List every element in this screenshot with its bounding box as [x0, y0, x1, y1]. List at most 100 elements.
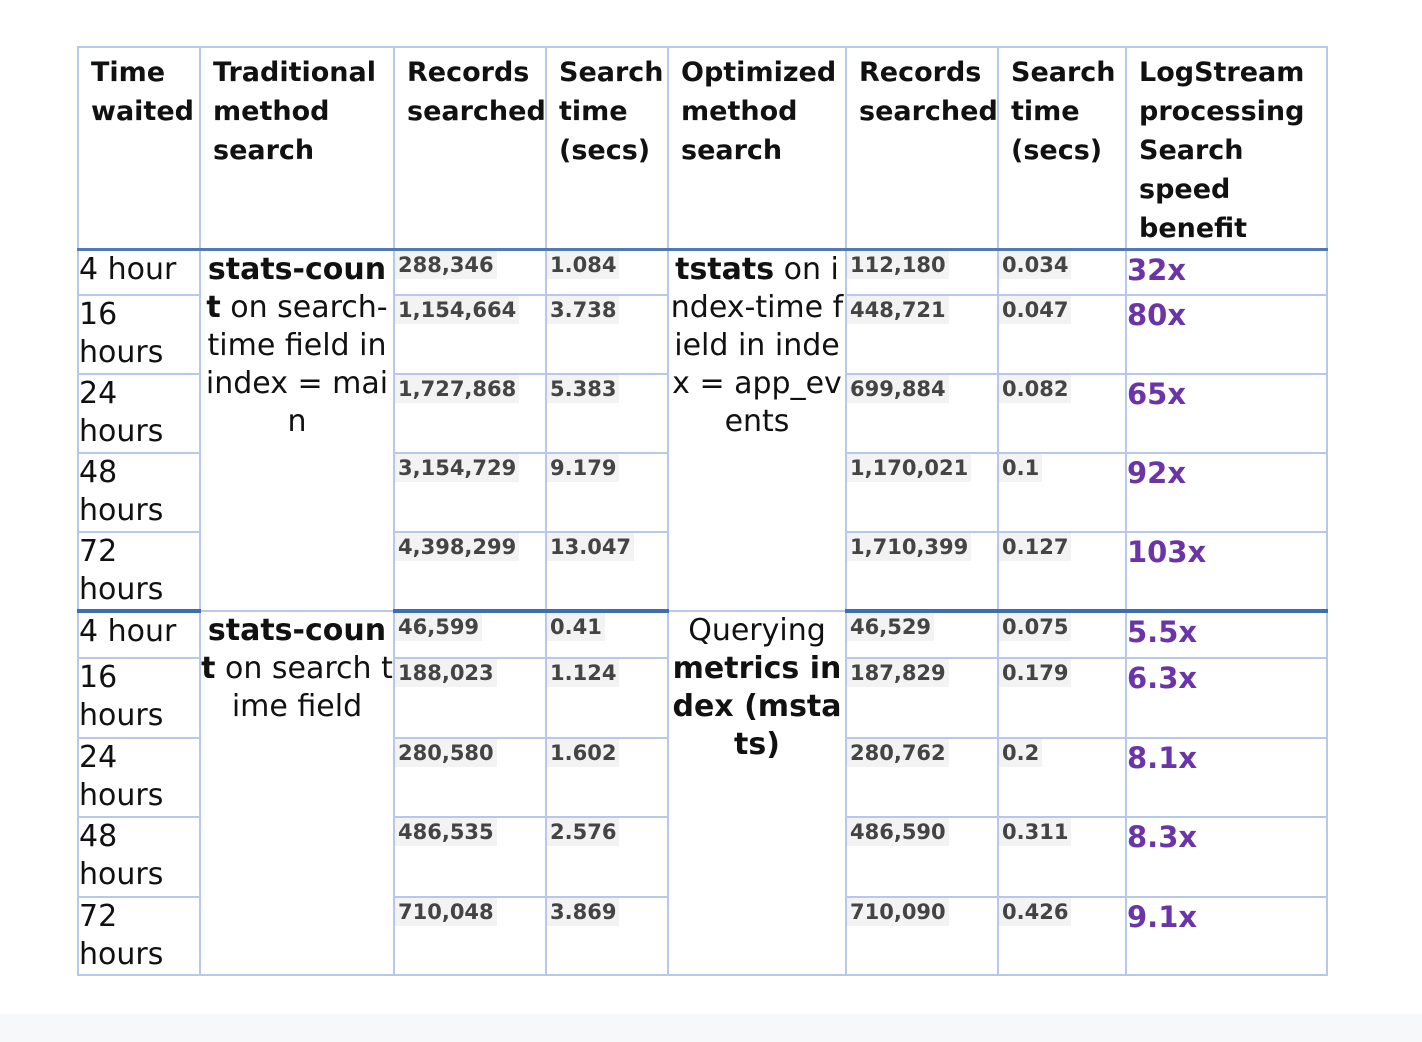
header-traditional-method: Traditional method search	[199, 46, 395, 251]
traditional-search-time-cell: 2.576	[545, 815, 669, 898]
page-footer-band	[0, 1014, 1422, 1042]
optimized-method-cell: Querying metrics index (mstats)	[667, 609, 847, 976]
optimized-records-value: 486,590	[848, 818, 949, 846]
traditional-records-cell: 710,048	[393, 895, 547, 976]
traditional-search-time-value: 0.41	[548, 612, 605, 641]
optimized-search-time-cell: 0.1	[997, 451, 1127, 533]
optimized-search-time-cell: 0.311	[997, 815, 1127, 898]
traditional-search-time-cell: 9.179	[545, 451, 669, 533]
optimized-method-cell: tstats on index-time field in index = ap…	[667, 248, 847, 612]
speed-benefit-cell: 80x	[1125, 293, 1328, 375]
speed-benefit-cell: 65x	[1125, 372, 1328, 454]
optimized-search-time-value: 0.075	[1000, 612, 1072, 641]
traditional-records-value: 1,727,868	[396, 375, 520, 403]
table-body: 4 hour stats-count on search-time field i…	[77, 248, 1328, 976]
traditional-records-value: 46,599	[396, 612, 483, 641]
time-waited-cell: 16 hours	[77, 656, 201, 739]
header-optimized-method: Optimized method search	[667, 46, 847, 251]
table-row: 16 hours 1,154,664 3.738 448,721 0.047 80x	[77, 293, 1328, 375]
traditional-search-time-value: 5.383	[548, 375, 620, 403]
header-optimized-records: Records searched	[845, 46, 999, 251]
traditional-search-time-cell: 3.869	[545, 895, 669, 976]
optimized-records-value: 1,710,399	[848, 533, 972, 561]
optimized-search-time-cell: 0.047	[997, 293, 1127, 375]
optimized-records-cell: 46,529	[845, 609, 999, 659]
optimized-records-value: 112,180	[848, 251, 949, 279]
optimized-method-desc: on index-time field in index = app_event…	[670, 252, 844, 439]
optimized-records-value: 1,170,021	[848, 454, 972, 482]
traditional-search-time-value: 2.576	[548, 818, 620, 846]
traditional-records-value: 486,535	[396, 818, 497, 846]
traditional-records-value: 3,154,729	[396, 454, 520, 482]
traditional-search-time-cell: 3.738	[545, 293, 669, 375]
optimized-records-value: 710,090	[848, 898, 949, 926]
optimized-records-cell: 112,180	[845, 248, 999, 296]
header-speed-benefit: LogStream processing Search speed benefi…	[1125, 46, 1328, 251]
header-traditional-records: Records searched	[393, 46, 547, 251]
optimized-search-time-value: 0.179	[1000, 659, 1072, 687]
traditional-search-time-value: 1.084	[548, 251, 620, 279]
optimized-search-time-value: 0.1	[1000, 454, 1043, 482]
speed-benefit-cell: 8.1x	[1125, 736, 1328, 818]
optimized-records-cell: 1,170,021	[845, 451, 999, 533]
optimized-method-prefix: Querying	[688, 612, 826, 648]
search-performance-table: Time waited Traditional method search Re…	[77, 46, 1328, 976]
optimized-records-cell: 1,710,399	[845, 530, 999, 613]
traditional-method-cell: stats-count on search time field	[199, 609, 395, 976]
optimized-records-cell: 187,829	[845, 656, 999, 739]
optimized-records-value: 448,721	[848, 296, 949, 324]
optimized-search-time-value: 0.127	[1000, 533, 1072, 561]
speed-benefit-cell: 8.3x	[1125, 815, 1328, 898]
traditional-records-cell: 188,023	[393, 656, 547, 739]
table-row: 4 hour stats-count on search-time field i…	[77, 248, 1328, 612]
table-row: 16 hours 188,023 1.124 187,829 0.179 6.3x	[77, 656, 1328, 739]
optimized-search-time-cell: 0.179	[997, 656, 1127, 739]
traditional-search-time-cell: 0.41	[545, 609, 669, 659]
header-row: Time waited Traditional method search Re…	[77, 46, 1328, 251]
traditional-method-desc: on search-time field in index = main	[205, 290, 389, 439]
traditional-records-value: 280,580	[396, 739, 497, 767]
optimized-search-time-cell: 0.082	[997, 372, 1127, 454]
optimized-method-name: tstats	[675, 252, 775, 287]
optimized-search-time-cell: 0.2	[997, 736, 1127, 818]
optimized-records-cell: 699,884	[845, 372, 999, 454]
time-waited-cell: 4 hour	[77, 609, 201, 659]
traditional-records-value: 710,048	[396, 898, 497, 926]
traditional-records-value: 288,346	[396, 251, 497, 279]
header-traditional-search-time: Search time (secs)	[545, 46, 669, 251]
traditional-search-time-value: 3.738	[548, 296, 620, 324]
traditional-search-time-value: 9.179	[548, 454, 620, 482]
traditional-records-cell: 46,599	[393, 609, 547, 659]
table-row: 48 hours 486,535 2.576 486,590 0.311 8.3x	[77, 815, 1328, 898]
optimized-records-cell: 280,762	[845, 736, 999, 818]
table-row: 72 hours 4,398,299 13.047 1,710,399 0.127 103…	[77, 530, 1328, 613]
traditional-search-time-cell: 1.084	[545, 248, 669, 296]
time-waited-cell: 24 hours	[77, 736, 201, 818]
header-time-waited: Time waited	[77, 46, 201, 251]
traditional-records-cell: 280,580	[393, 736, 547, 818]
traditional-records-cell: 3,154,729	[393, 451, 547, 533]
traditional-records-value: 188,023	[396, 659, 497, 687]
optimized-records-cell: 448,721	[845, 293, 999, 375]
speed-benefit-cell: 103x	[1125, 530, 1328, 613]
time-waited-cell: 72 hours	[77, 895, 201, 976]
traditional-records-cell: 1,154,664	[393, 293, 547, 375]
traditional-search-time-cell: 5.383	[545, 372, 669, 454]
traditional-method-name: stats-count	[206, 252, 387, 325]
traditional-method-name: stats-count	[201, 612, 387, 686]
traditional-records-cell: 288,346	[393, 248, 547, 296]
traditional-search-time-value: 13.047	[548, 533, 635, 561]
traditional-method-desc: on search time field	[215, 650, 393, 724]
traditional-records-value: 4,398,299	[396, 533, 520, 561]
time-waited-cell: 48 hours	[77, 451, 201, 533]
traditional-records-cell: 4,398,299	[393, 530, 547, 613]
speed-benefit-cell: 92x	[1125, 451, 1328, 533]
optimized-search-time-value: 0.426	[1000, 898, 1072, 926]
optimized-search-time-value: 0.2	[1000, 739, 1043, 767]
traditional-search-time-value: 1.124	[548, 659, 620, 687]
speed-benefit-cell: 6.3x	[1125, 656, 1328, 739]
speed-benefit-cell: 9.1x	[1125, 895, 1328, 976]
time-waited-cell: 24 hours	[77, 372, 201, 454]
optimized-search-time-value: 0.047	[1000, 296, 1072, 324]
table-row: 24 hours 1,727,868 5.383 699,884 0.082 65x	[77, 372, 1328, 454]
